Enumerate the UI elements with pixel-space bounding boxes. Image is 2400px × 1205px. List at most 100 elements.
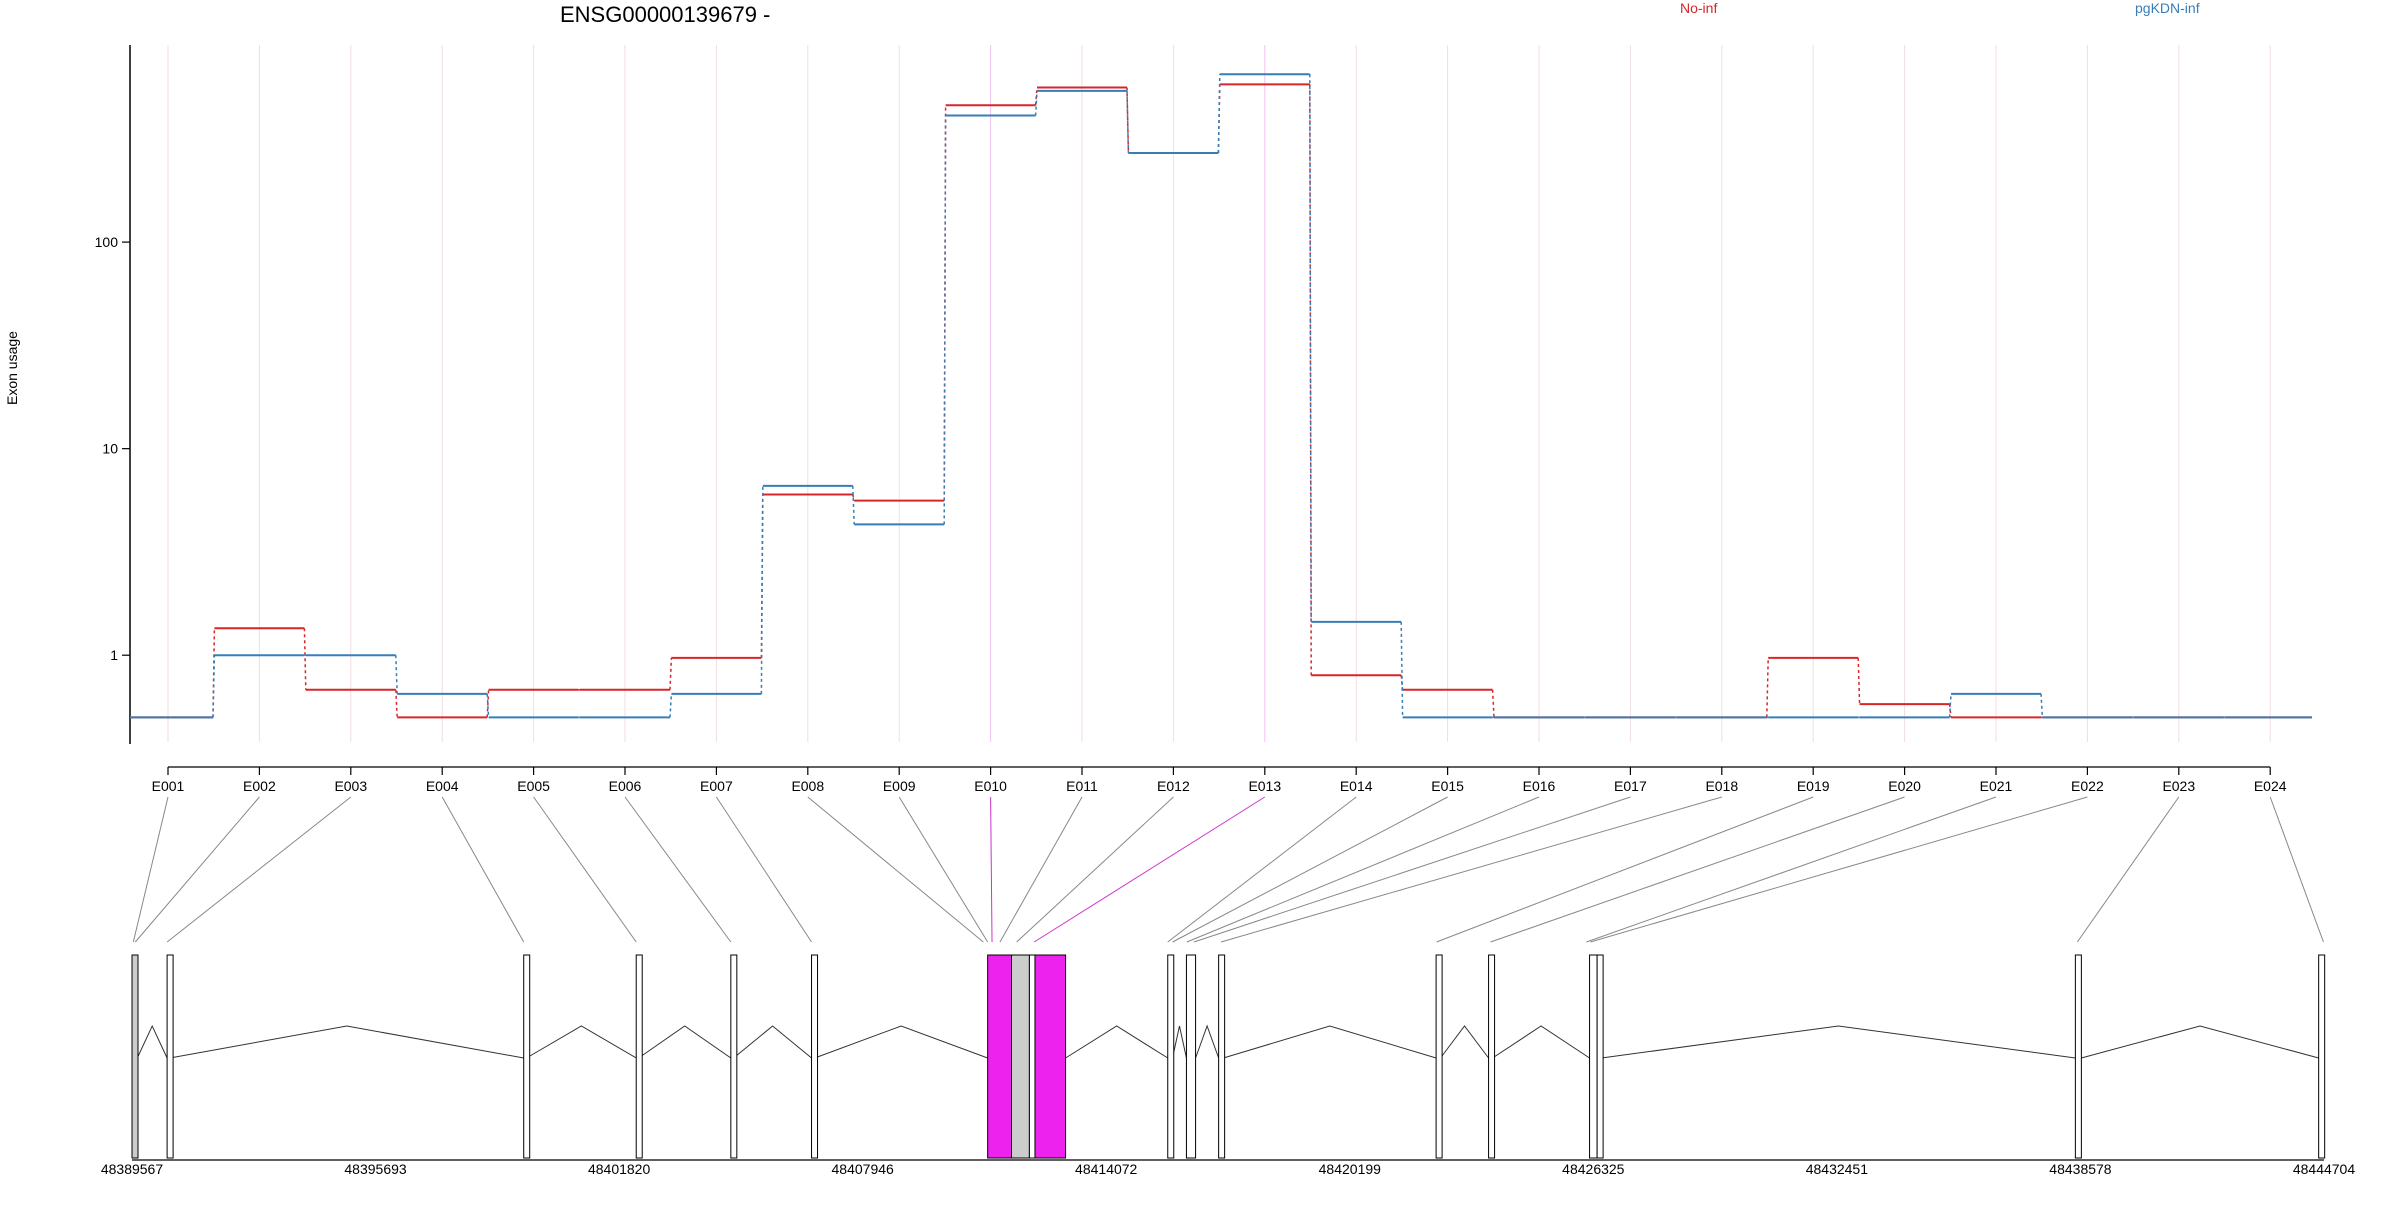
exon-box — [1185, 954, 1197, 1159]
x-tick-label-e003: E003 — [334, 778, 367, 794]
exon-map-line-e007 — [715, 796, 812, 943]
exon-map-line-e008 — [807, 796, 984, 943]
connector — [212, 655, 216, 718]
exon-map-line-e015 — [1172, 796, 1448, 943]
exon-map-line-e014 — [1167, 796, 1357, 943]
genomic-coord-label: 48444704 — [2293, 1161, 2356, 1177]
exon-map-line-e001 — [132, 796, 169, 943]
genomic-coord-label: 48432451 — [1806, 1161, 1869, 1177]
intron — [638, 1025, 732, 1059]
connector — [852, 485, 855, 525]
exon-box — [131, 954, 139, 1159]
exon-box — [523, 954, 531, 1159]
exon-box — [1034, 954, 1067, 1159]
connector — [1034, 90, 1038, 116]
exon-map-line-e013 — [1033, 796, 1266, 943]
connector — [1857, 657, 1861, 705]
connector — [486, 693, 490, 718]
genomic-coord-label: 48420199 — [1319, 1161, 1382, 1177]
exon-box — [1218, 954, 1226, 1159]
exon-box — [2074, 954, 2082, 1159]
intron — [1440, 1025, 1489, 1059]
exon-box — [1596, 954, 1604, 1159]
connector — [943, 105, 947, 501]
x-tick-label-e019: E019 — [1797, 778, 1830, 794]
x-tick-label-e024: E024 — [2254, 778, 2287, 794]
exon-map-line-e020 — [1490, 796, 1905, 943]
intron — [1601, 1025, 2076, 1059]
y-axis-label: Exon usage — [4, 331, 20, 405]
intron — [526, 1025, 637, 1059]
connector — [1217, 74, 1221, 154]
exon-box — [811, 954, 819, 1159]
intron — [1065, 1025, 1169, 1059]
legend-series-pgkdn-inf: pgKDN-inf — [2135, 0, 2200, 16]
x-tick-label-e008: E008 — [791, 778, 824, 794]
exon-map-line-e009 — [898, 796, 989, 943]
connector — [1491, 689, 1495, 718]
exon-map-line-e019 — [1436, 796, 1814, 943]
exon-map-line-e005 — [533, 796, 637, 943]
intron — [169, 1025, 524, 1059]
x-tick-label-e001: E001 — [152, 778, 185, 794]
genomic-coord-label: 48389567 — [101, 1161, 164, 1177]
exon-map-line-e011 — [999, 796, 1083, 943]
exon-box — [1167, 954, 1175, 1159]
exon-box — [1488, 954, 1496, 1159]
x-tick-label-e009: E009 — [883, 778, 916, 794]
connector — [1126, 87, 1130, 154]
connector — [2040, 693, 2044, 718]
y-tick-label-10: 10 — [102, 441, 118, 457]
y-tick-label-1: 1 — [110, 647, 118, 663]
connector — [943, 115, 947, 525]
exon-box — [635, 954, 643, 1159]
connector — [1126, 90, 1130, 154]
intron — [1195, 1024, 1220, 1059]
x-tick-label-e007: E007 — [700, 778, 733, 794]
intron — [814, 1025, 988, 1059]
connector — [1948, 693, 1952, 718]
connector — [669, 693, 673, 718]
exon-box — [2318, 954, 2326, 1159]
legend-series-no-inf: No-inf — [1680, 0, 1718, 16]
genomic-coord-label: 48407946 — [832, 1161, 895, 1177]
exon-box — [1011, 954, 1030, 1159]
y-tick-label-100: 100 — [95, 234, 119, 250]
exon-box — [1589, 954, 1598, 1159]
exon-map-line-e023 — [2076, 796, 2180, 943]
x-tick-label-e015: E015 — [1431, 778, 1464, 794]
intron — [136, 1024, 168, 1059]
genomic-coord-label: 48414072 — [1075, 1161, 1138, 1177]
x-tick-label-e020: E020 — [1888, 778, 1921, 794]
intron — [733, 1025, 812, 1059]
genomic-coord-label: 48401820 — [588, 1161, 651, 1177]
x-tick-label-e006: E006 — [609, 778, 642, 794]
exon-map-line-e018 — [1220, 796, 1722, 943]
exon-map-line-e006 — [624, 796, 732, 943]
x-tick-label-e017: E017 — [1614, 778, 1647, 794]
connector — [760, 485, 764, 694]
exon-map-line-e010 — [990, 796, 993, 943]
exon-box — [1435, 954, 1443, 1159]
x-tick-label-e005: E005 — [517, 778, 550, 794]
x-tick-label-e004: E004 — [426, 778, 459, 794]
x-tick-label-e014: E014 — [1340, 778, 1373, 794]
exon-box — [166, 954, 174, 1159]
series-pgkdn-inf — [130, 73, 2312, 719]
connector — [669, 657, 673, 690]
x-tick-label-e023: E023 — [2162, 778, 2195, 794]
exon-map-line-e024 — [2269, 796, 2324, 943]
exon-map-line-e004 — [441, 796, 525, 943]
x-tick-label-e016: E016 — [1523, 778, 1556, 794]
connector — [1217, 84, 1221, 154]
x-tick-label-e002: E002 — [243, 778, 276, 794]
exon-map-line-e022 — [1590, 796, 2088, 943]
connector — [303, 628, 307, 690]
x-tick-label-e011: E011 — [1066, 778, 1098, 794]
exon-map-line-e002 — [134, 796, 260, 943]
x-tick-label-e021: E021 — [1980, 778, 2013, 794]
connector — [852, 494, 855, 501]
connector — [1400, 621, 1404, 718]
